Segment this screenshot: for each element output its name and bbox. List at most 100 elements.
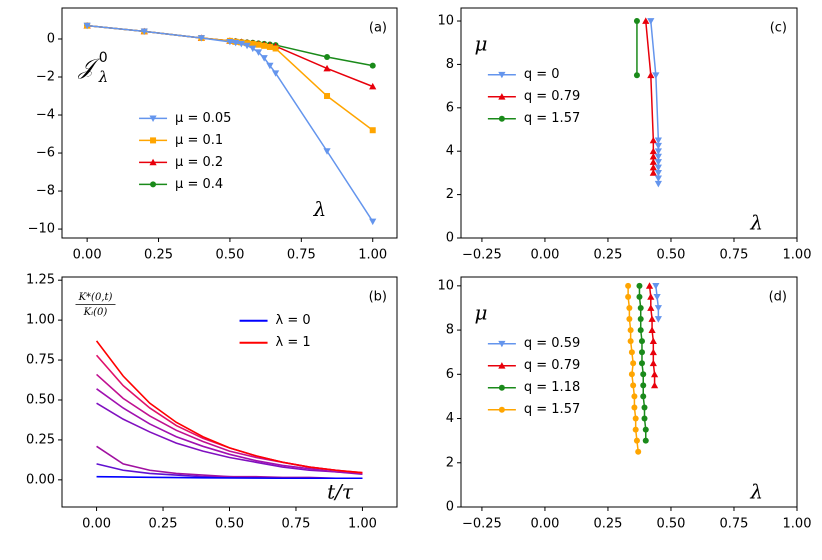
legend-label: q = 0 — [524, 67, 560, 82]
marker — [649, 163, 657, 171]
x-tick-label: 1.00 — [783, 248, 812, 263]
marker — [630, 360, 637, 367]
y-tick-label: 6 — [446, 367, 454, 382]
legend-label: μ = 0.05 — [175, 111, 231, 126]
marker — [626, 316, 633, 323]
marker — [649, 359, 657, 367]
marker — [647, 304, 655, 311]
panel: 0.00 0.25 0.50 0.75 1.00 0.00 0.25 0.50 0.75 1.00… — [26, 273, 398, 532]
plot-area — [625, 282, 662, 455]
marker — [637, 327, 644, 334]
marker — [149, 158, 157, 166]
marker — [648, 326, 656, 333]
y-tick-label: 1.00 — [26, 313, 55, 328]
marker — [642, 17, 650, 24]
marker — [638, 360, 645, 367]
marker — [647, 71, 655, 79]
legend-label: q = 0.79 — [524, 358, 580, 373]
marker — [649, 158, 657, 165]
marker — [654, 316, 662, 323]
marker — [645, 282, 654, 289]
marker — [498, 115, 505, 122]
x-tick-label: 1.00 — [348, 517, 377, 532]
legend-label: q = 0.79 — [524, 89, 580, 104]
marker — [642, 437, 649, 444]
x-axis-label: λ — [749, 480, 763, 504]
marker — [369, 127, 376, 134]
marker — [498, 93, 506, 100]
legend-label: μ = 0.1 — [175, 133, 223, 148]
panel-label: (b) — [369, 290, 387, 305]
y-tick-label: 4 — [446, 144, 454, 159]
panel-label: (d) — [769, 290, 787, 305]
marker — [628, 371, 635, 378]
y-axis-label: μ — [474, 31, 487, 55]
x-tick-label: 0.25 — [149, 517, 178, 532]
legend-label: q = 1.57 — [524, 402, 580, 417]
marker — [261, 42, 268, 49]
y-tick-label: −8 — [36, 184, 55, 199]
marker — [654, 148, 662, 155]
y-tick-label: 10 — [437, 14, 454, 29]
legend-label: λ = 0 — [276, 313, 311, 328]
x-tick-label: 0.75 — [720, 248, 749, 263]
panel: −0.25 0.00 0.25 0.50 0.75 1.00 0 2 4 6 8 10 (d) λ μ q =… — [437, 276, 811, 532]
legend-label: q = 1.57 — [524, 111, 580, 126]
marker — [641, 415, 648, 422]
y-tick-label: 2 — [446, 455, 454, 470]
marker — [324, 54, 331, 61]
x-tick-label: 0.50 — [215, 517, 244, 532]
marker — [324, 93, 331, 100]
marker — [650, 381, 659, 389]
marker — [272, 70, 280, 77]
series-line — [96, 402, 363, 476]
marker — [649, 153, 657, 160]
y-tick-label: 2 — [446, 187, 454, 202]
marker — [654, 180, 662, 188]
marker — [83, 22, 91, 30]
x-axis-label: λ — [313, 197, 327, 221]
y-tick-label: −6 — [36, 146, 55, 161]
legend-label: λ = 1 — [276, 335, 311, 350]
marker — [237, 40, 245, 48]
marker — [633, 437, 640, 444]
marker — [654, 142, 662, 150]
plot-area — [633, 17, 662, 188]
series-line — [87, 24, 374, 88]
x-tick-label: 0.25 — [593, 248, 622, 263]
marker — [628, 349, 635, 356]
y-axis-label-denominator: Kᵢ(0) — [83, 307, 108, 318]
x-tick-label: 0.00 — [530, 248, 559, 263]
legend-label: q = 1.18 — [524, 380, 580, 395]
marker — [650, 370, 659, 378]
axes-frame — [460, 7, 798, 239]
series-line — [648, 285, 656, 386]
plot-area — [95, 340, 363, 480]
marker — [149, 115, 157, 122]
axes-frame — [61, 7, 398, 239]
marker — [323, 148, 331, 155]
x-tick-label: −0.25 — [462, 248, 502, 263]
marker — [226, 38, 234, 46]
y-tick-label: 0 — [446, 500, 454, 515]
y-tick-label: 0.00 — [26, 472, 55, 487]
marker — [323, 64, 331, 72]
legend-label: μ = 0.4 — [175, 177, 223, 192]
marker — [266, 62, 274, 70]
marker — [150, 137, 157, 144]
y-axis-label: μ — [474, 300, 487, 324]
marker — [632, 415, 639, 422]
marker — [260, 55, 268, 62]
marker — [369, 62, 376, 69]
marker — [636, 282, 643, 289]
marker — [652, 72, 660, 79]
marker — [653, 294, 661, 301]
y-tick-label: −2 — [36, 70, 55, 85]
panel: −0.25 0.00 0.25 0.50 0.75 1.00 0 2 4 6 8 10 (c) λ μ q =… — [437, 7, 812, 263]
marker — [249, 40, 256, 47]
marker — [637, 304, 644, 311]
marker — [654, 164, 662, 172]
series-line — [96, 388, 363, 475]
marker — [631, 404, 638, 411]
series-line — [655, 285, 660, 320]
